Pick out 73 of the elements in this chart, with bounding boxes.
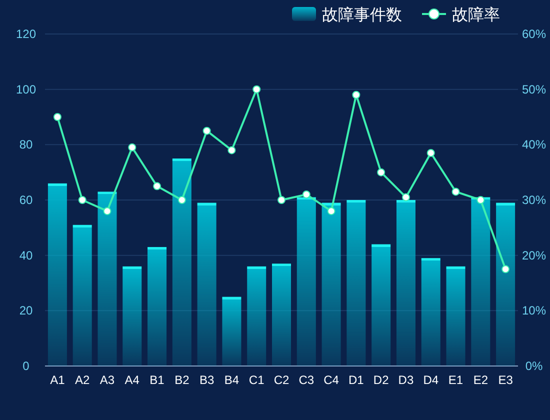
bar <box>222 296 242 366</box>
x-tick-label: B2 <box>174 373 190 387</box>
bar <box>372 244 391 366</box>
bar <box>247 266 266 366</box>
x-tick-label: A4 <box>124 373 140 387</box>
point <box>103 207 112 216</box>
y-tick-label: 0 <box>22 359 30 373</box>
y-tick-label: 40 <box>19 248 33 262</box>
y-tick-label: 60 <box>19 193 33 207</box>
x-tick-label: A1 <box>50 373 66 387</box>
bar <box>172 158 192 366</box>
y2-tick-label: 60% <box>522 27 546 41</box>
point <box>252 85 261 94</box>
bar <box>148 247 167 366</box>
bar <box>72 224 92 366</box>
point <box>476 196 485 204</box>
point <box>377 168 386 176</box>
bar <box>496 202 516 366</box>
y-tick-label: 100 <box>16 82 36 96</box>
bar <box>322 202 341 366</box>
x-tick-label: D1 <box>348 373 364 387</box>
x-tick-label: B4 <box>224 373 240 387</box>
point <box>352 90 360 99</box>
bar <box>272 264 291 366</box>
point <box>278 196 286 204</box>
point <box>452 188 460 196</box>
point <box>402 193 410 202</box>
bar <box>48 183 67 366</box>
bar <box>122 266 142 366</box>
y2-tick-label: 20% <box>522 248 546 262</box>
point <box>202 126 211 135</box>
legend-label: 故障率 <box>452 5 500 24</box>
x-tick-label: A3 <box>100 373 115 387</box>
bar <box>446 266 466 366</box>
point <box>53 113 62 121</box>
x-tick-label: C4 <box>324 373 340 387</box>
bar <box>396 200 416 366</box>
point <box>502 265 510 274</box>
x-tick-label: B3 <box>199 373 214 387</box>
x-tick-label: E3 <box>498 373 514 387</box>
y-tick-label: 80 <box>19 138 33 152</box>
point <box>302 190 310 198</box>
point <box>426 148 435 157</box>
y2-tick-label: 30% <box>522 193 546 207</box>
bar <box>421 258 440 366</box>
y2-tick-label: 10% <box>522 304 546 318</box>
x-tick-label: D4 <box>423 373 439 387</box>
x-tick-label: B1 <box>150 373 165 387</box>
legend-label: 故障事件数 <box>322 5 402 24</box>
point <box>178 196 186 204</box>
y-tick-label: 120 <box>16 27 36 41</box>
bar <box>471 197 490 366</box>
x-tick-label: D2 <box>373 373 390 387</box>
y2-tick-label: 40% <box>522 138 546 152</box>
x-tick-label: E2 <box>473 373 488 387</box>
bar <box>346 200 366 366</box>
bar <box>98 192 117 366</box>
bar <box>296 197 316 366</box>
point <box>153 182 162 190</box>
point <box>78 196 86 204</box>
bar <box>197 202 216 366</box>
x-tick-label: C3 <box>298 373 314 387</box>
y2-tick-label: 0% <box>525 359 543 373</box>
x-tick-label: A2 <box>75 373 90 387</box>
y-tick-label: 20 <box>19 304 33 318</box>
x-tick-label: E1 <box>448 373 464 387</box>
y2-tick-label: 50% <box>522 82 546 96</box>
point <box>228 146 236 154</box>
x-tick-label: C2 <box>274 373 290 387</box>
point <box>327 207 336 216</box>
x-tick-label: C1 <box>248 373 265 387</box>
point <box>128 143 136 152</box>
x-tick-label: D3 <box>398 373 414 387</box>
